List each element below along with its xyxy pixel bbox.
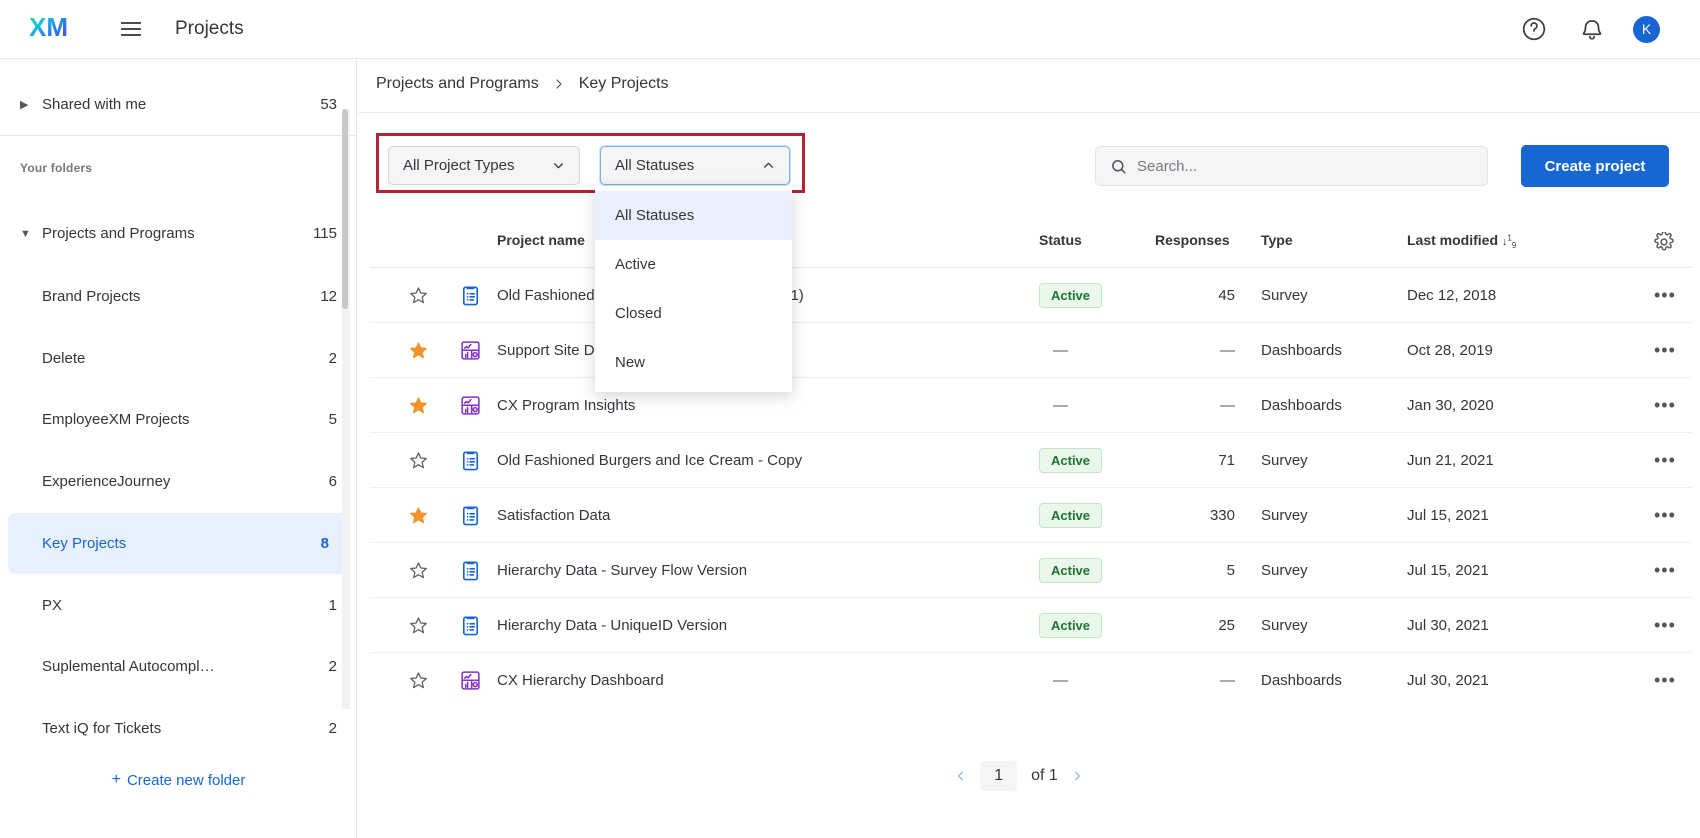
svg-text:XM: XM xyxy=(29,15,68,42)
